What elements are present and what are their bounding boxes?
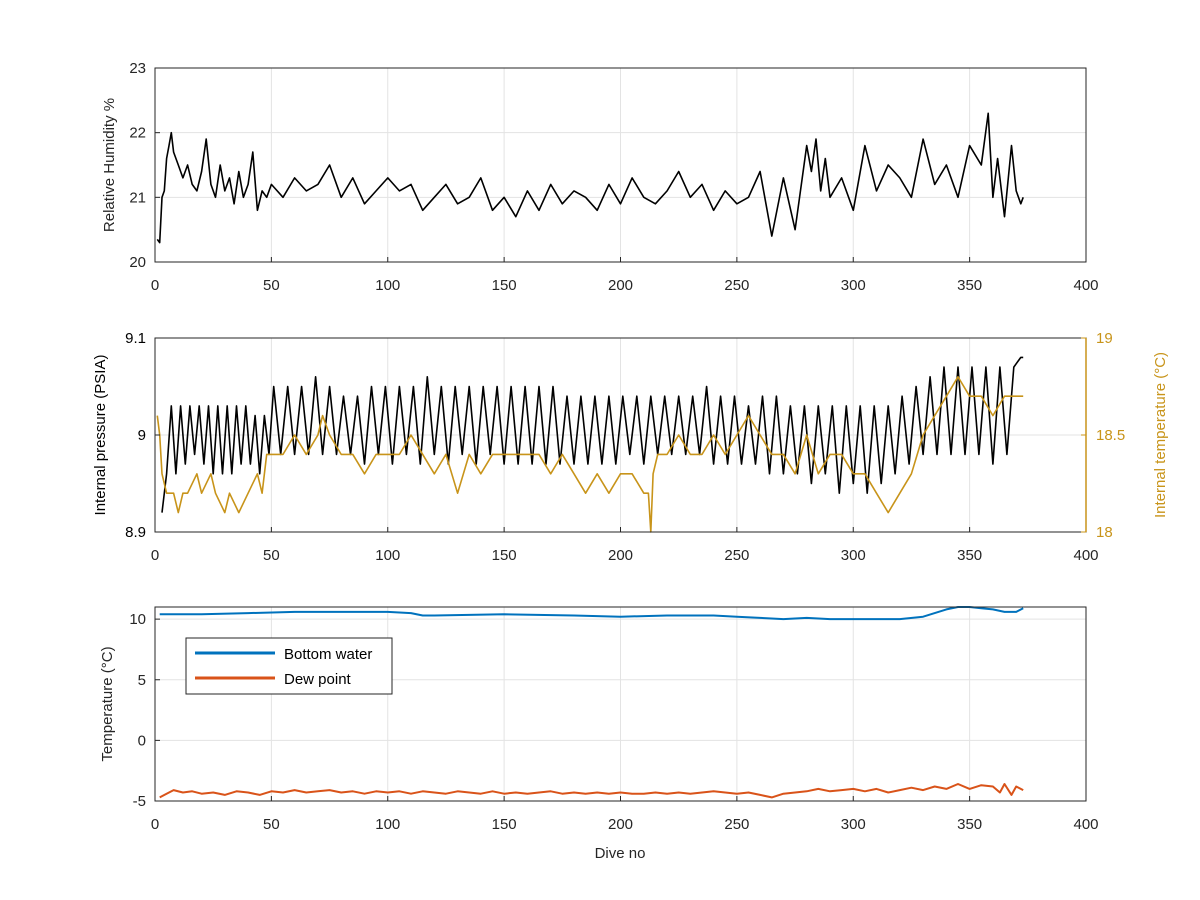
x-tick-label: 300 [841,277,866,294]
y-tick-labels: 20 21 22 23 [129,60,160,271]
x-tick-label: 100 [375,816,400,833]
right-y-tick-label: 19 [1096,330,1113,347]
x-tick-label: 250 [724,277,749,294]
y-axis-label: Relative Humidity % [101,98,118,232]
x-tick-label: 50 [263,277,280,294]
y-tick-label: 9 [138,427,146,444]
x-tick-label: 0 [151,547,159,564]
right-y-tick-label: 18.5 [1096,427,1125,444]
x-tick-labels: 0 50 100 150 200 250 300 350 400 [151,796,1099,833]
x-tick-label: 150 [492,816,517,833]
y-tick-label: 10 [129,611,146,628]
legend: Bottom water Dew point [185,637,393,695]
x-tick-label: 250 [724,816,749,833]
x-tick-label: 350 [957,816,982,833]
x-tick-label: 50 [263,816,280,833]
y-tick-label: 5 [138,672,146,689]
right-y-axis-label: Internal temperature (°C) [1152,352,1169,518]
y-tick-label: 8.9 [125,524,146,541]
y-tick-label: 21 [129,189,146,206]
legend-label-dew-point: Dew point [284,671,352,688]
y-tick-labels: 8.9 9 9.1 [125,330,160,541]
x-tick-label: 200 [608,816,633,833]
x-tick-label: 100 [375,277,400,294]
x-tick-label: 200 [608,547,633,564]
plot-lines [156,356,1024,533]
plot-lines [156,112,1024,244]
x-tick-label: 150 [492,277,517,294]
right-y-tick-labels: 18 18.5 19 [1081,330,1125,541]
y-tick-labels: -5 0 5 10 [129,611,160,810]
x-tick-label: 0 [151,816,159,833]
series-line-0 [161,356,1024,513]
y-axis-label: Temperature (°C) [99,646,116,761]
y-tick-label: 20 [129,254,146,271]
series-line-0 [156,112,1024,244]
subplot-temperature: 0 50 100 150 200 250 300 350 400 -5 0 5 10 Temperat… [99,606,1099,862]
x-tick-label: 0 [151,277,159,294]
x-tick-labels: 0 50 100 150 200 250 300 350 400 [151,527,1099,564]
x-tick-label: 200 [608,277,633,294]
y-tick-label: 22 [129,125,146,142]
x-tick-label: 300 [841,816,866,833]
subplot-pressure-temperature: 0 50 100 150 200 250 300 350 400 8.999.1 1818.51… [92,330,1169,564]
x-tick-label: 400 [1073,547,1098,564]
y-tick-label: 9.1 [125,330,146,347]
series-line-1 [156,375,1024,533]
y-tick-label: 23 [129,60,146,77]
legend-label-bottom-water: Bottom water [284,646,372,663]
y-tick-label: 0 [138,732,146,749]
subplot-relative-humidity: 0 50 100 150 200 250 300 350 400 20 21 22 23 Relati… [101,60,1099,294]
x-tick-label: 250 [724,547,749,564]
x-tick-label: 350 [957,277,982,294]
x-axis-label: Dive no [595,845,646,862]
series-line-dew-point [159,783,1024,799]
x-tick-label: 300 [841,547,866,564]
x-tick-label: 100 [375,547,400,564]
x-tick-labels: 0 50 100 150 200 250 300 350 400 [151,257,1099,294]
x-tick-label: 400 [1073,277,1098,294]
legend-box [185,637,393,695]
x-tick-label: 350 [957,547,982,564]
right-y-tick-label: 18 [1096,524,1113,541]
x-tick-label: 150 [492,547,517,564]
y-tick-label: -5 [133,793,146,810]
x-tick-label: 400 [1073,816,1098,833]
y-axis-label: Internal pressure (PSIA) [92,355,109,516]
x-tick-label: 50 [263,547,280,564]
